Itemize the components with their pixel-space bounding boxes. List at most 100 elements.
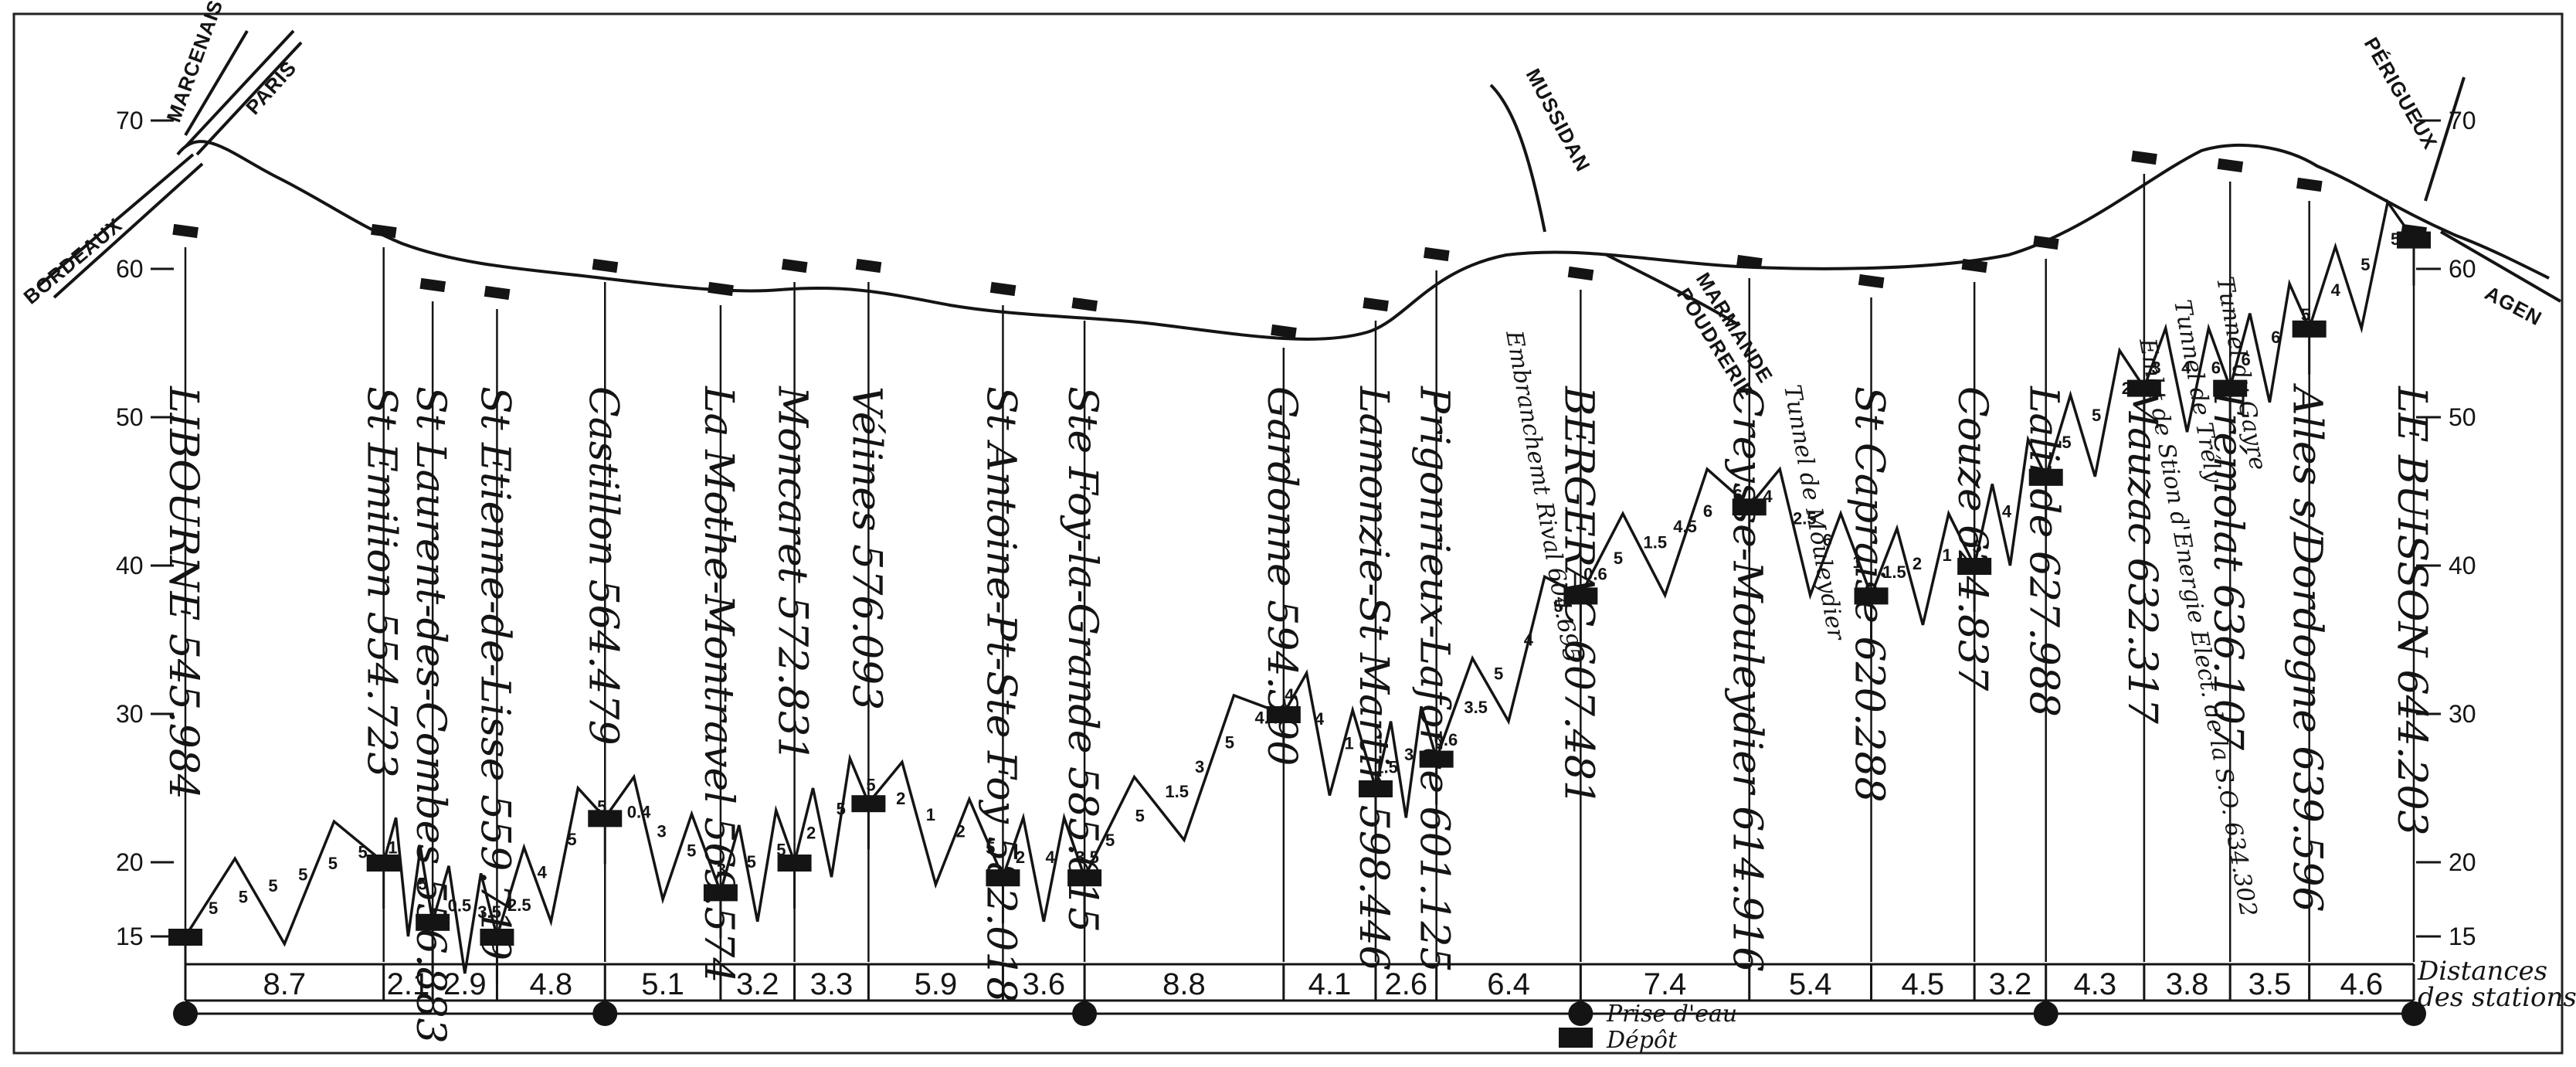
- grade-label: 4: [2181, 358, 2191, 378]
- grade-label: 1: [926, 805, 935, 824]
- bordeaux-line: [37, 153, 204, 299]
- station-level-block: [1732, 498, 1767, 516]
- grade-label: 3.5: [477, 902, 501, 922]
- grade-label: 4: [1285, 685, 1295, 705]
- grade-label: 5: [747, 852, 756, 872]
- marmande-line: [1606, 253, 1739, 326]
- grade-label: 0.6: [1583, 564, 1607, 583]
- station-marker: [1363, 297, 1389, 312]
- grade-label: 4: [2002, 501, 2012, 521]
- distance-value: 4.8: [530, 967, 573, 1001]
- station-name: Ste Foy-la-Grande 585.615: [1059, 386, 1105, 933]
- route-label-perigueux: PÉRIGUEUX: [2360, 33, 2442, 153]
- station-marker: [371, 223, 397, 239]
- right-tick-40: 40: [2449, 552, 2476, 579]
- grade-label: 4.4: [1254, 709, 1278, 728]
- altitude-axis-right: 15 20 30 40 50 60 70: [2416, 107, 2476, 950]
- grade-label: 6: [1703, 501, 1712, 521]
- grade-label: 2: [1912, 554, 1922, 573]
- station-labels: LIBOURNE 545.984 St Emilion 554.723 St Lau…: [160, 383, 2435, 1044]
- grade-label: 1.5: [1644, 533, 1668, 552]
- marcenais-line: [184, 29, 249, 137]
- distance-row: 8.7 2.1 2.9 4.8 5.1 3.2 3.3 5.9 3.6 8.8 4.1 2.6 6.4 7…: [173, 963, 2426, 1026]
- distance-value: 7.4: [1644, 967, 1687, 1001]
- station-name: St Antoine-Pt-Ste Foy 582.018: [977, 386, 1023, 1003]
- distance-value: 3.3: [810, 967, 854, 1001]
- station-level-block: [1419, 750, 1454, 768]
- grade-label: 0.6: [1434, 730, 1458, 749]
- distance-value: 6.4: [1487, 967, 1530, 1001]
- left-tick-70: 70: [116, 107, 144, 134]
- altitude-axis-left: 15 20 30 40 50 60 70: [116, 107, 174, 950]
- grade-label: 1: [1852, 552, 1862, 572]
- grade-label: 3: [2151, 358, 2160, 378]
- station-name: Trémolat 636.107: [2204, 386, 2251, 751]
- grade-label: 4: [538, 863, 548, 882]
- station-marker: [2131, 150, 2157, 165]
- route-label-mussidan: MUSSIDAN: [1522, 65, 1595, 176]
- legend-depot-icon: [1559, 1028, 1593, 1048]
- route-label-paris: PARIS: [241, 56, 301, 119]
- grade-label: 5: [298, 865, 307, 884]
- grade-label: 1: [1943, 545, 1952, 565]
- station-level-block: [986, 869, 1020, 887]
- distances-caption: Distances des stations: [2417, 956, 2576, 1013]
- station-level-block: [703, 884, 738, 902]
- legend-water-intake: Prise d'eau: [1606, 1001, 1737, 1028]
- station-marker: [708, 281, 734, 297]
- legend-depot: Dépôt: [1606, 1027, 1678, 1054]
- paris-line: [184, 29, 303, 156]
- altitude-profile-line: [184, 199, 2415, 974]
- distance-value: 5.1: [641, 967, 684, 1001]
- perigueux-line: [2424, 76, 2466, 202]
- legend: Prise d'eau Dépôt: [1559, 1001, 1737, 1054]
- station-level-block: [1266, 706, 1301, 723]
- station-level-block: [2213, 379, 2248, 397]
- station-level-block: [1854, 587, 1889, 605]
- grade-label: 5: [866, 776, 875, 795]
- station-marker: [1567, 266, 1594, 281]
- grade-label: 5: [2062, 433, 2071, 452]
- grade-label: 1: [1345, 733, 1354, 753]
- grade-label: 6: [2242, 350, 2251, 369]
- water-intake-marker: [1568, 1001, 1593, 1026]
- station-level-block: [2292, 320, 2327, 338]
- grade-label: 1: [388, 838, 397, 858]
- grade-label: 5: [1972, 537, 1981, 556]
- distance-value: 4.1: [1308, 967, 1352, 1001]
- grade-label: 2: [1016, 848, 1025, 867]
- right-tick-70: 70: [2449, 107, 2476, 134]
- agen-line: [2439, 230, 2562, 303]
- distance-value: 5.9: [915, 967, 958, 1001]
- route-label-bordeaux: BORDEAUX: [19, 213, 127, 309]
- grade-label: 5: [2360, 255, 2370, 274]
- grade-label: 4: [1315, 709, 1325, 729]
- grade-label: 2: [896, 789, 905, 808]
- station-level-block: [1563, 587, 1598, 605]
- station-level-block: [480, 929, 514, 946]
- grade-label: 3.5: [1075, 848, 1099, 867]
- grade-label: 5: [1225, 732, 1234, 752]
- grade-label: 3: [1195, 757, 1204, 776]
- right-tick-50: 50: [2449, 403, 2476, 431]
- route-label-marcenais: MARCENAIS: [161, 0, 227, 125]
- mussidan-line: [1489, 83, 1546, 233]
- station-marker: [592, 258, 619, 274]
- grade-label: 5: [567, 830, 576, 849]
- station-level-block: [1358, 780, 1393, 797]
- station-level-block: [777, 855, 812, 872]
- grade-label: 4: [1524, 630, 1534, 650]
- station-marker: [1071, 297, 1098, 312]
- station-name: LE BUISSON 644.203: [2388, 386, 2435, 836]
- grade-label: 3: [717, 860, 726, 879]
- grade-label: 1.5: [1374, 758, 1398, 777]
- grade-label: 5: [986, 838, 995, 858]
- distances-caption-line1: Distances: [2417, 956, 2547, 987]
- station-name: Vélines 576.093: [843, 386, 889, 710]
- grade-label: 5: [597, 797, 606, 817]
- altitude-profile: [168, 199, 2431, 983]
- left-tick-30: 30: [116, 700, 144, 728]
- left-tick-15: 15: [116, 923, 144, 950]
